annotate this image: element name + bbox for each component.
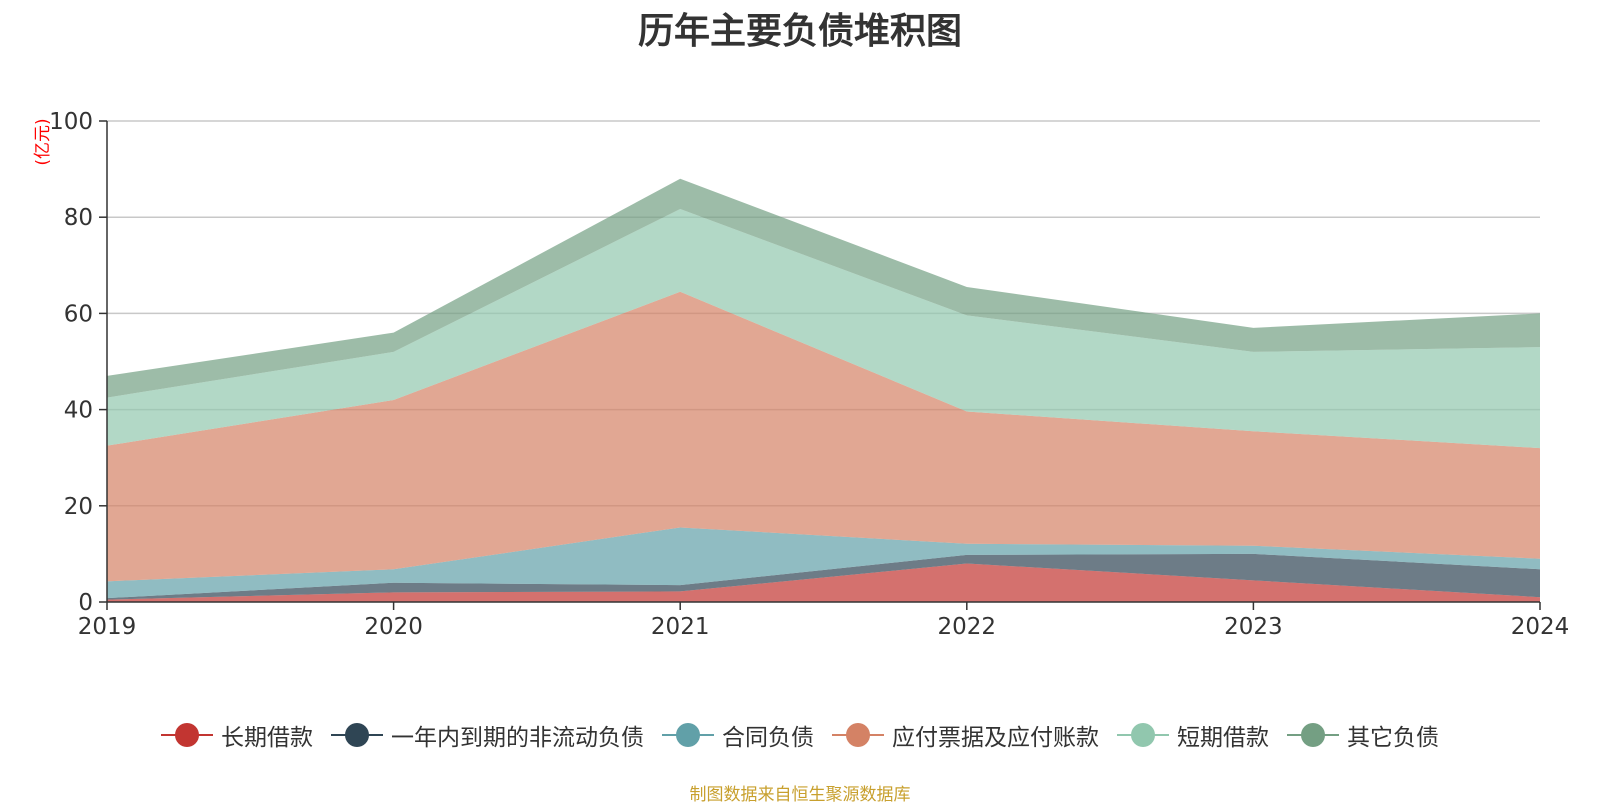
- y-tick-label: 60: [64, 301, 93, 327]
- y-tick-label: 100: [49, 109, 93, 135]
- legend-marker: [1287, 723, 1339, 747]
- legend-dot: [1131, 723, 1155, 747]
- y-tick-label: 20: [64, 494, 93, 520]
- area-series-3: [107, 527, 1540, 599]
- legend-marker: [1117, 723, 1169, 747]
- area-series-2: [107, 553, 1540, 600]
- legend-item-3[interactable]: 合同负债: [662, 718, 814, 752]
- legend-dot: [1301, 723, 1325, 747]
- legend-label: 应付票据及应付账款: [892, 725, 1099, 751]
- legend-dot: [676, 723, 700, 747]
- legend-marker: [662, 723, 714, 747]
- legend-item-4[interactable]: 应付票据及应付账款: [832, 718, 1099, 752]
- legend-marker: [161, 723, 213, 747]
- axes: [99, 120, 1541, 610]
- legend-label: 其它负债: [1347, 725, 1439, 751]
- x-tick-label: 2021: [651, 614, 710, 640]
- x-tick-label: 2024: [1511, 614, 1570, 640]
- chart-title: 历年主要负债堆积图: [637, 11, 962, 52]
- legend-dot: [345, 723, 369, 747]
- x-tick-label: 2022: [938, 614, 997, 640]
- source-note: 制图数据来自恒生聚源数据库: [689, 785, 911, 805]
- x-tick-label: 2019: [78, 614, 137, 640]
- legend-label: 长期借款: [221, 725, 313, 751]
- area-series-4: [107, 291, 1540, 582]
- area-series-5: [107, 209, 1540, 449]
- legend-label: 短期借款: [1177, 725, 1269, 751]
- legend-item-6[interactable]: 其它负债: [1287, 718, 1439, 752]
- legend-item-1[interactable]: 长期借款: [161, 718, 313, 752]
- legend-marker: [832, 723, 884, 747]
- legend-item-2[interactable]: 一年内到期的非流动负债: [331, 718, 644, 752]
- legend-item-5[interactable]: 短期借款: [1117, 718, 1269, 752]
- tick-labels: 0 20 40 60 80 100 2019 2020 2021 2022 2023 2024: [49, 109, 1569, 640]
- area-series: [107, 178, 1540, 602]
- legend-marker: [331, 723, 383, 747]
- y-tick-label: 0: [78, 590, 93, 616]
- legend: 长期借款 一年内到期的非流动负债 合同负债 应付票据及应付账款 短期借款 其它负债: [0, 718, 1600, 752]
- legend-label: 一年内到期的非流动负债: [391, 725, 644, 751]
- area-series-1: [107, 563, 1540, 602]
- legend-dot: [175, 723, 199, 747]
- y-tick-label: 40: [64, 398, 93, 424]
- legend-label: 合同负债: [722, 725, 814, 751]
- x-tick-label: 2023: [1224, 614, 1283, 640]
- x-tick-label: 2020: [364, 614, 423, 640]
- legend-dot: [846, 723, 870, 747]
- y-axis-label: (亿元): [33, 118, 53, 165]
- y-tick-label: 80: [64, 205, 93, 231]
